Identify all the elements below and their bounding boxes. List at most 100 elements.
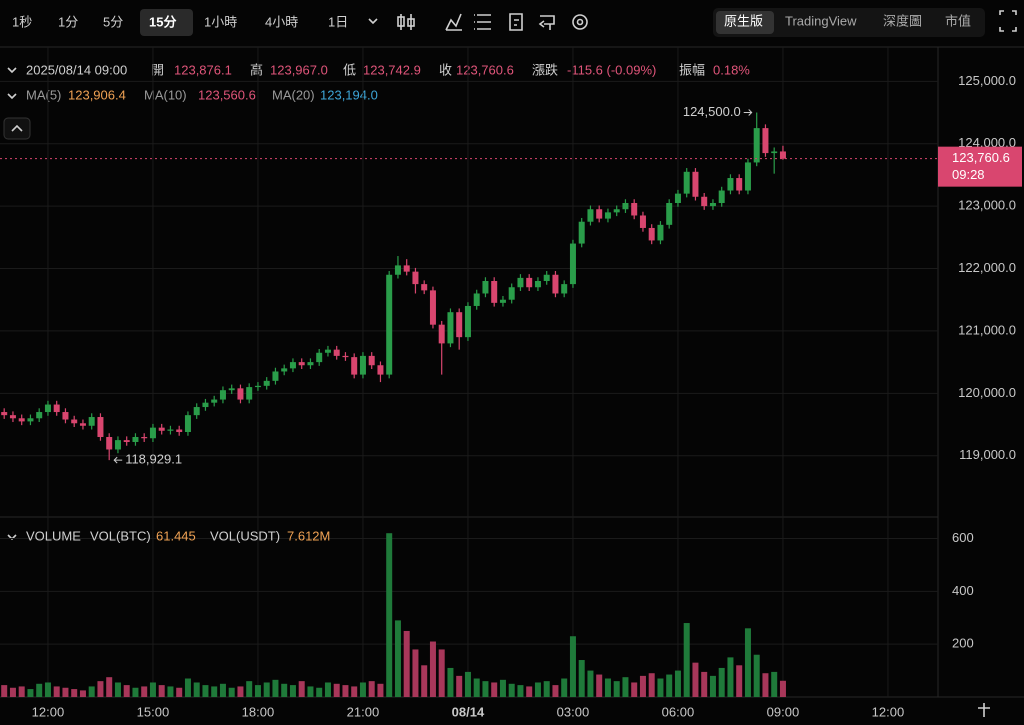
- candle-body: [272, 371, 279, 381]
- candle-body: [114, 440, 121, 450]
- candle-body: [386, 274, 393, 375]
- volume-bar: [36, 683, 43, 697]
- volume-bar: [228, 687, 235, 697]
- interval-dropdown[interactable]: [368, 18, 378, 25]
- candle-body: [587, 209, 594, 222]
- collapse-button[interactable]: [3, 117, 31, 140]
- volume-bar: [666, 674, 673, 697]
- drawing-icon[interactable]: [509, 13, 523, 31]
- volume-bar: [674, 670, 681, 697]
- indicator-icon[interactable]: [445, 13, 462, 31]
- volume-bar: [631, 682, 638, 697]
- view-tab[interactable]: TradingView: [785, 13, 857, 28]
- candle-body: [753, 128, 760, 163]
- candle-body: [351, 357, 358, 375]
- candle-body: [88, 417, 95, 426]
- template-icon[interactable]: [538, 15, 555, 30]
- volume-bar: [543, 681, 550, 697]
- volume-bar: [141, 686, 148, 697]
- ma-collapse[interactable]: [7, 93, 17, 100]
- volume-bar: [394, 620, 401, 697]
- candle-body: [447, 312, 454, 344]
- candle-body: [771, 151, 778, 154]
- ma-value: 123,560.6: [198, 87, 256, 102]
- candle-body: [71, 419, 78, 424]
- info-label: 收: [439, 62, 452, 77]
- fullscreen-icon[interactable]: [999, 10, 1017, 32]
- interval-button[interactable]: 1小時: [204, 14, 237, 29]
- volume-bar: [456, 675, 463, 697]
- volume-bar: [727, 657, 734, 697]
- interval-button[interactable]: 4小時: [265, 14, 298, 29]
- settings-icon-core: [576, 18, 584, 26]
- volume-collapse[interactable]: [7, 534, 17, 541]
- volume-bar: [648, 673, 655, 697]
- interval-button[interactable]: 1秒: [12, 14, 32, 29]
- candle-body: [18, 418, 25, 422]
- volume-bar: [176, 687, 183, 697]
- candle-body: [79, 423, 86, 426]
- x-tick-label: 08/14: [452, 704, 485, 719]
- interval-button[interactable]: 15分: [149, 14, 176, 29]
- volume-bar: [167, 686, 174, 697]
- interval-button[interactable]: 5分: [103, 14, 123, 29]
- candle-body: [184, 415, 191, 433]
- axis-settings[interactable]: [978, 703, 990, 717]
- volume-bar: [639, 675, 646, 697]
- last-price-tag: [938, 146, 1022, 187]
- volume-bar: [491, 682, 498, 697]
- interval-button[interactable]: 1日: [328, 14, 348, 29]
- volume-legend-value: 7.612M: [287, 528, 330, 543]
- y-tick-label: 120,000.0: [958, 385, 1016, 400]
- info-collapse[interactable]: [7, 67, 17, 74]
- volume-bar: [123, 685, 130, 697]
- info-value: 123,967.0: [270, 62, 328, 77]
- volume-bar: [298, 681, 305, 697]
- list-icon[interactable]: [474, 14, 491, 30]
- candle-body: [368, 355, 375, 366]
- volume-bar: [246, 681, 253, 697]
- volume-bar: [237, 686, 244, 697]
- x-tick-label: 12:00: [32, 704, 65, 719]
- candle-body: [394, 265, 401, 275]
- candle-body: [316, 352, 323, 363]
- y-tick-label: 119,000.0: [959, 447, 1016, 462]
- candle-type-icon[interactable]: [397, 14, 415, 30]
- candle-body: [324, 349, 331, 353]
- volume-bar: [762, 673, 769, 697]
- candle-body: [36, 412, 43, 419]
- interval-button[interactable]: 1分: [58, 14, 78, 29]
- ma-name: MA(5): [26, 87, 61, 102]
- y-tick-label: 124,000.0: [958, 135, 1016, 150]
- candle-body: [1, 412, 8, 416]
- view-tab[interactable]: 市值: [945, 13, 971, 28]
- volume-bar: [569, 636, 576, 697]
- candle-body: [762, 128, 769, 154]
- view-tab[interactable]: 深度圖: [883, 13, 922, 28]
- annotation-arrowhead: [748, 109, 753, 116]
- volume-bar: [79, 690, 86, 697]
- settings-icon[interactable]: [572, 14, 588, 30]
- y-tick-label: 123,000.0: [958, 198, 1016, 213]
- candle-body: [657, 224, 664, 241]
- volume-bar: [193, 682, 200, 697]
- candle-body: [779, 151, 786, 159]
- volume-bar: [333, 683, 340, 697]
- info-value: 123,876.1: [174, 62, 232, 77]
- candle-body: [44, 404, 51, 413]
- y-tick-label: 121,000.0: [958, 322, 1016, 337]
- candle-body: [228, 388, 235, 391]
- volume-bar: [211, 686, 218, 697]
- volume-bar: [97, 681, 104, 697]
- volume-bar: [622, 677, 629, 697]
- candle-body: [596, 209, 603, 219]
- annotation-label: 124,500.0: [683, 104, 741, 119]
- candle-body: [281, 368, 288, 372]
- info-value: 123,742.9: [363, 62, 421, 77]
- volume-bar: [771, 671, 778, 697]
- x-tick-label: 09:00: [767, 704, 800, 719]
- volume-bar: [473, 678, 480, 697]
- view-tab[interactable]: 原生版: [724, 13, 763, 28]
- info-value: -115.6 (-0.09%): [567, 62, 656, 77]
- candle-body: [438, 324, 445, 344]
